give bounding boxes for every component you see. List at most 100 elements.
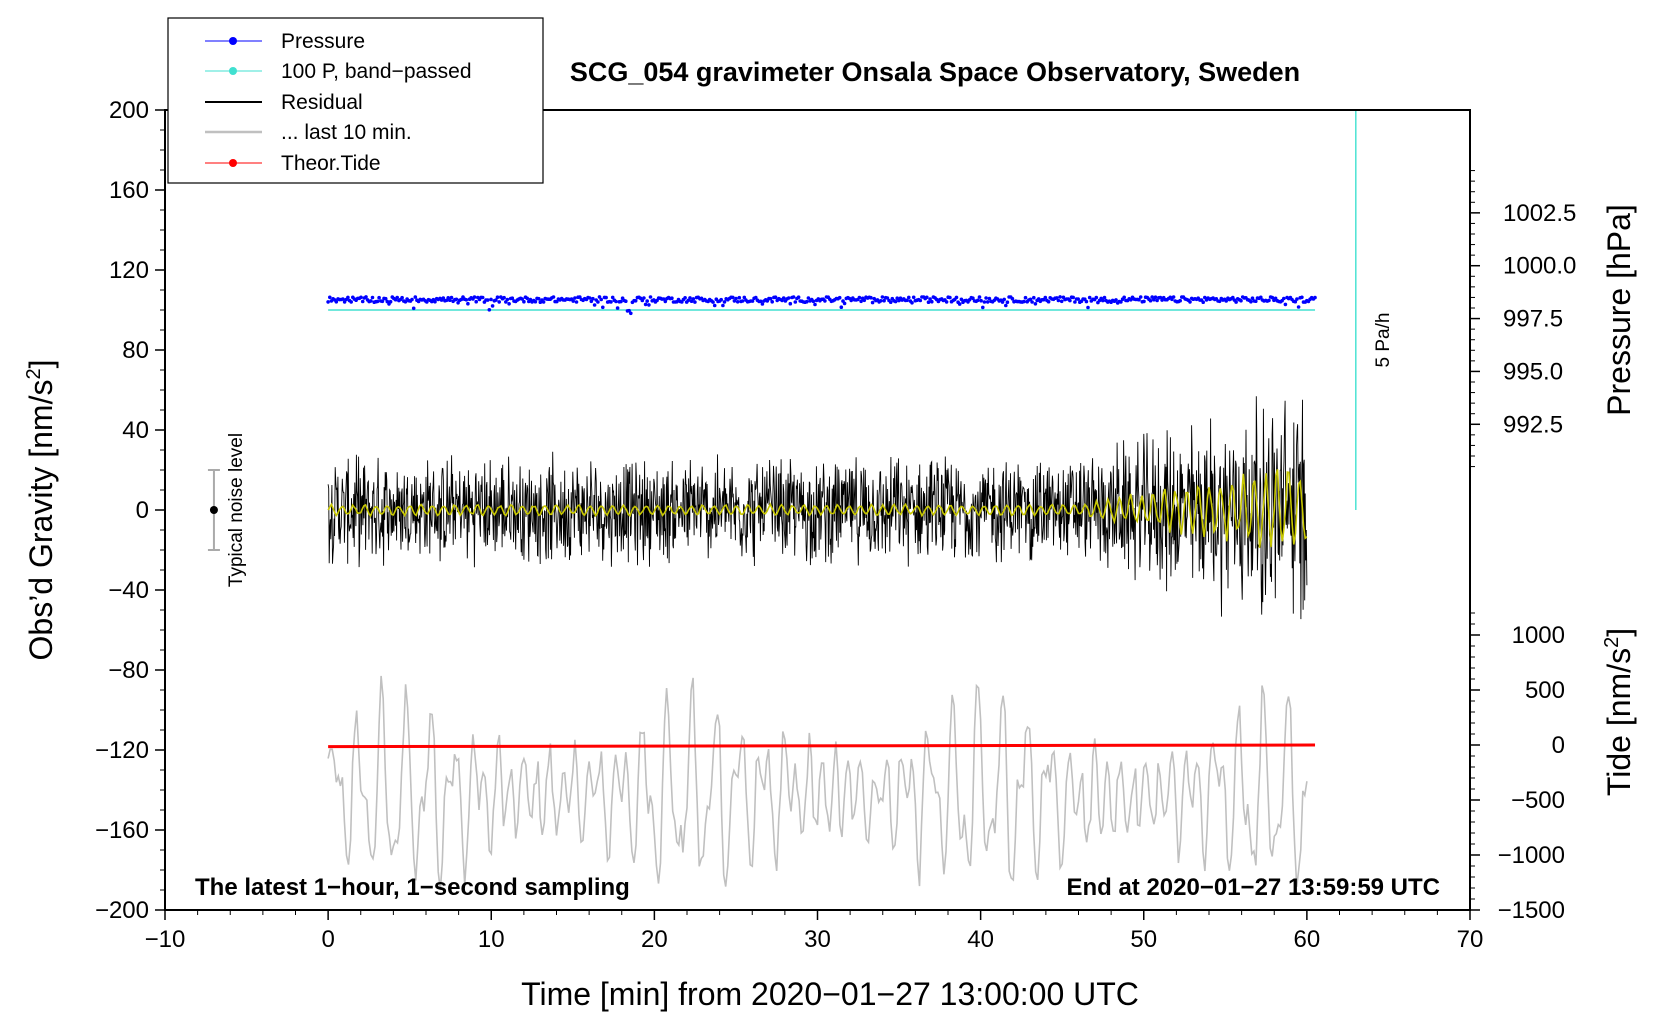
pressure-point <box>839 305 844 310</box>
pressure-point <box>1224 299 1228 303</box>
tide-tick-label: 0 <box>1552 732 1565 759</box>
pressure-point <box>334 300 339 304</box>
pressure-point <box>893 299 898 304</box>
pressure-point <box>341 297 345 301</box>
pressure-point <box>522 299 526 304</box>
pressure-point <box>1030 300 1034 304</box>
pressure-point <box>1028 297 1033 302</box>
pressure-tick-label: 992.5 <box>1503 411 1563 438</box>
pressure-point <box>494 298 498 302</box>
pressure-point <box>441 296 446 300</box>
pressure-point <box>712 303 717 308</box>
pressure-point <box>1005 300 1010 305</box>
y-axis-label-tide-sup: 2 <box>1601 637 1623 648</box>
x-tick-label: 60 <box>1294 926 1321 953</box>
pressure-point <box>1122 295 1126 300</box>
pressure-point <box>910 301 914 305</box>
pressure-point <box>520 297 524 301</box>
pressure-point <box>627 308 631 313</box>
x-tick-label: 50 <box>1130 926 1157 953</box>
pressure-point <box>1055 296 1059 300</box>
pressure-point <box>589 299 594 304</box>
pressure-point <box>1234 300 1238 304</box>
pressure-point <box>813 302 817 307</box>
pressure-point <box>633 299 638 303</box>
pressure-point <box>683 296 687 300</box>
pressure-point <box>497 300 502 304</box>
pressure-point <box>869 295 873 300</box>
pressure-point <box>624 299 628 304</box>
y-tick-label: −40 <box>108 577 149 604</box>
legend-label-residual: Residual <box>281 91 363 114</box>
pressure-point <box>375 299 380 304</box>
noise-level-label: Typical noise level <box>226 433 247 587</box>
pressure-point <box>629 311 633 316</box>
pressure-point <box>1217 299 1222 304</box>
y-tick-label: 40 <box>122 417 149 444</box>
pressure-point <box>495 295 500 300</box>
last-10-min-line <box>327 675 1308 891</box>
pressure-point <box>691 297 696 301</box>
pressure-point <box>663 299 668 304</box>
pressure-point <box>731 295 735 300</box>
legend-box <box>167 17 544 184</box>
pressure-point <box>1293 299 1298 304</box>
pressure-point <box>770 300 774 304</box>
pressure-point <box>721 303 725 308</box>
pressure-point <box>536 296 541 301</box>
y-tick-label: 160 <box>109 177 149 204</box>
pressure-point <box>1137 297 1141 302</box>
pressure-point <box>573 296 577 300</box>
pressure-point <box>987 296 992 301</box>
pressure-point <box>740 299 745 303</box>
pressure-point <box>734 296 738 301</box>
pressure-point <box>823 299 827 303</box>
pressure-point <box>1153 295 1158 300</box>
legend: Pressure 100 P, band−passed Residual ...… <box>167 17 544 184</box>
pressure-point <box>395 295 400 300</box>
pressure-point <box>1032 295 1036 300</box>
pressure-point <box>1259 295 1263 300</box>
pressure-point <box>1059 299 1064 304</box>
pressure-point <box>1150 295 1154 299</box>
pressure-point <box>346 295 350 300</box>
pressure-point <box>433 299 437 304</box>
pressure-point <box>971 296 975 301</box>
pressure-point <box>1148 298 1153 303</box>
pressure-point <box>1101 298 1105 303</box>
y-tick-label: −200 <box>95 897 149 924</box>
pressure-point <box>591 296 595 301</box>
pressure-point <box>1023 295 1028 300</box>
residual-line <box>327 396 1308 620</box>
pressure-point <box>1002 297 1006 302</box>
y-axis-label-gravity-close: ] <box>23 360 59 369</box>
legend-swatch-marker <box>229 37 237 45</box>
pressure-point <box>959 297 964 302</box>
y-tick-label: 120 <box>109 257 149 284</box>
pressure-point <box>643 302 648 307</box>
x-tick-label: 0 <box>321 926 334 953</box>
pressure-point <box>1043 295 1048 300</box>
pressure-point <box>1114 298 1118 302</box>
pressure-point <box>735 300 740 304</box>
pressure-point <box>742 295 747 300</box>
pressure-point <box>1267 298 1271 303</box>
pressure-tick-label: 995.0 <box>1503 358 1563 385</box>
pressure-point <box>1178 298 1182 303</box>
y-tick-label: 0 <box>136 497 149 524</box>
pressure-point <box>981 305 985 310</box>
pressure-point <box>454 297 459 302</box>
pressure-point <box>485 298 490 302</box>
pressure-point <box>472 295 477 299</box>
pressure-point <box>555 299 559 304</box>
pressure-point <box>1046 299 1051 304</box>
pressure-point <box>604 295 608 300</box>
pressure-point <box>551 295 556 299</box>
pressure-point <box>328 295 332 300</box>
pressure-point <box>1071 295 1075 300</box>
pressure-point <box>1033 302 1038 306</box>
pressure-point <box>1076 297 1080 301</box>
x-tick-label: −10 <box>145 926 186 953</box>
pressure-point <box>905 298 909 303</box>
